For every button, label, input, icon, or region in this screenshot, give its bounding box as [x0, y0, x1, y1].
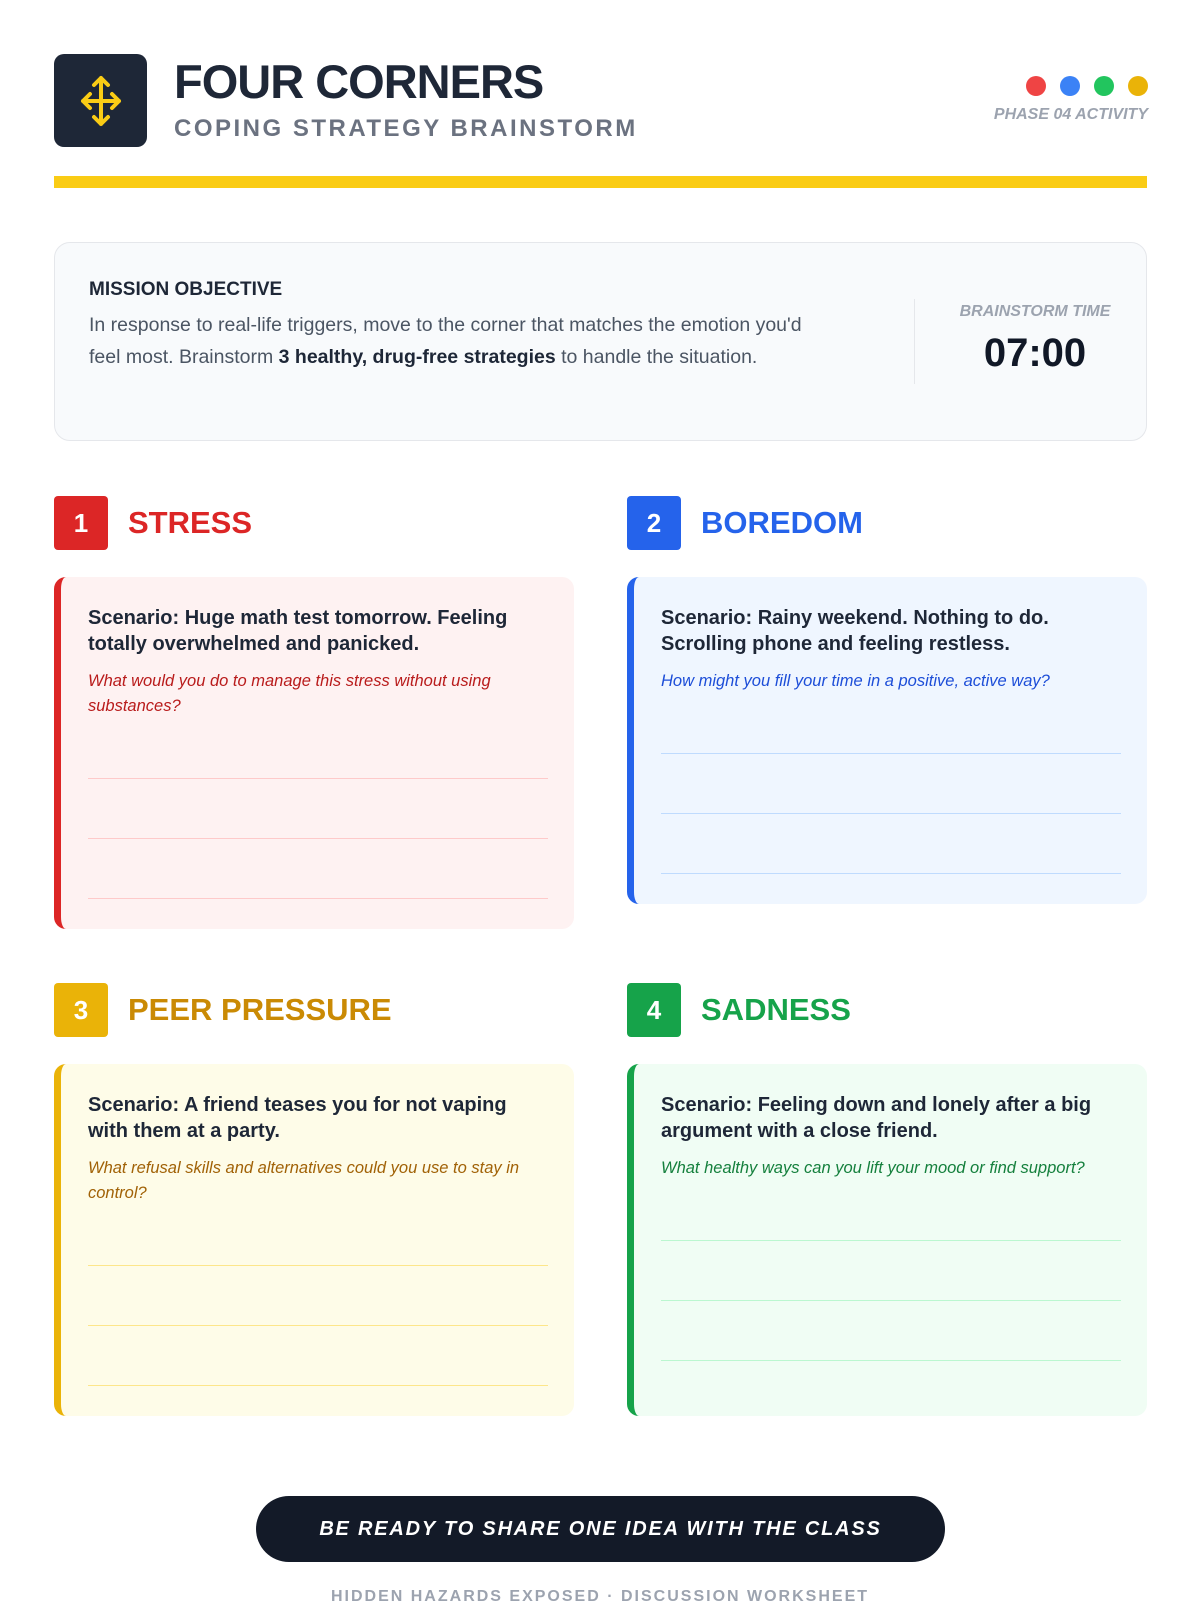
phase-label: PHASE 04 ACTIVITY: [993, 106, 1148, 123]
answer-line[interactable]: [661, 1360, 1121, 1361]
corner-card-peer-pressure: Scenario: A friend teases you for not va…: [54, 1064, 574, 1416]
blue-dot: [1060, 76, 1080, 96]
mission-text-part: In response to real-life triggers, move …: [89, 314, 802, 368]
scenario-text: Scenario: Huge math test tomorrow. Feeli…: [88, 607, 508, 655]
answer-line[interactable]: [88, 1265, 548, 1266]
answer-line[interactable]: [661, 753, 1121, 754]
scenario-text: Scenario: Feeling down and lonely after …: [661, 1094, 1092, 1142]
mission-card: MISSION OBJECTIVE In response to real-li…: [54, 242, 1147, 441]
answer-line[interactable]: [88, 1325, 548, 1326]
answer-line[interactable]: [88, 838, 548, 839]
mission-text-bold: 3 healthy, drug-free strategies: [278, 346, 556, 368]
corner-title: SADNESS: [701, 992, 851, 1027]
corner-number-badge: 4: [627, 983, 681, 1037]
answer-line[interactable]: [88, 778, 548, 779]
share-idea-banner: BE READY TO SHARE ONE IDEA WITH THE CLAS…: [256, 1496, 945, 1562]
corner-number-badge: 2: [627, 496, 681, 550]
corner-title: STRESS: [128, 505, 253, 540]
question-text: What would you do to manage this stress …: [88, 672, 491, 715]
question-text: How might you fill your time in a positi…: [661, 672, 1050, 690]
answer-line[interactable]: [661, 1300, 1121, 1301]
corner-header-boredom: 2 BOREDOM: [627, 496, 863, 550]
answer-line[interactable]: [661, 1240, 1121, 1241]
corner-number-badge: 3: [54, 983, 108, 1037]
yellow-dot: [1128, 76, 1148, 96]
corner-header-sadness: 4 SADNESS: [627, 983, 851, 1037]
corner-title: BOREDOM: [701, 505, 863, 540]
corner-card-stress: Scenario: Huge math test tomorrow. Feeli…: [54, 577, 574, 929]
mission-heading: MISSION OBJECTIVE: [89, 279, 283, 300]
corner-title: PEER PRESSURE: [128, 992, 392, 1027]
header-divider: [54, 176, 1147, 188]
timer-value: 07:00: [983, 331, 1087, 375]
question-text: What refusal skills and alternatives cou…: [88, 1159, 520, 1202]
corner-header-stress: 1 STRESS: [54, 496, 252, 550]
corner-number-badge: 1: [54, 496, 108, 550]
answer-line[interactable]: [661, 873, 1121, 874]
logo-badge: [54, 54, 147, 147]
answer-line[interactable]: [88, 898, 548, 899]
mission-text: In response to real-life triggers, move …: [89, 309, 829, 373]
red-dot: [1026, 76, 1046, 96]
scenario-text: Scenario: Rainy weekend. Nothing to do. …: [661, 607, 1049, 655]
timer-label: BRAINSTORM TIME: [959, 303, 1111, 320]
green-dot: [1094, 76, 1114, 96]
footer-text: HIDDEN HAZARDS EXPOSED · DISCUSSION WORK…: [330, 1588, 870, 1605]
question-text: What healthy ways can you lift your mood…: [661, 1159, 1085, 1177]
color-dots: [1026, 76, 1148, 96]
mission-text-part: to handle the situation.: [555, 346, 758, 368]
page-title: FOUR CORNERS: [174, 55, 544, 108]
corner-card-sadness: Scenario: Feeling down and lonely after …: [627, 1064, 1147, 1416]
move-arrows-icon: [80, 75, 121, 126]
scenario-text: Scenario: A friend teases you for not va…: [88, 1094, 507, 1142]
corner-header-peer-pressure: 3 PEER PRESSURE: [54, 983, 392, 1037]
answer-line[interactable]: [661, 813, 1121, 814]
page-subtitle: COPING STRATEGY BRAINSTORM: [174, 115, 638, 142]
mission-divider: [914, 299, 915, 384]
answer-line[interactable]: [88, 1385, 548, 1386]
corner-card-boredom: Scenario: Rainy weekend. Nothing to do. …: [627, 577, 1147, 904]
